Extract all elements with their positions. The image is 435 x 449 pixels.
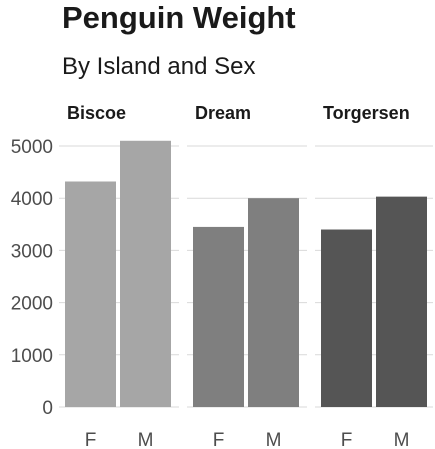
- facet-label-torgersen: Torgersen: [323, 103, 410, 123]
- bar-dream-m: [248, 198, 299, 407]
- y-tick-label: 1000: [11, 346, 53, 367]
- x-tick-label: F: [341, 430, 353, 449]
- bar-torgersen-f: [321, 229, 372, 407]
- bar-dream-f: [193, 226, 244, 407]
- bars: [65, 140, 427, 407]
- y-tick-label: 3000: [11, 241, 53, 262]
- facet-labels: Biscoe Dream Torgersen: [67, 103, 410, 123]
- bar-biscoe-f: [65, 181, 116, 407]
- bar-biscoe-m: [120, 140, 171, 407]
- facet-label-dream: Dream: [195, 103, 251, 123]
- x-tick-label: F: [213, 430, 225, 449]
- y-axis-ticks: 0 1000 2000 3000 4000 5000: [11, 137, 53, 419]
- chart-title: Penguin Weight: [62, 0, 296, 35]
- y-tick-label: 4000: [11, 189, 53, 210]
- x-tick-label: M: [138, 430, 154, 449]
- y-tick-label: 2000: [11, 294, 53, 315]
- bar-torgersen-m: [376, 196, 427, 407]
- y-tick-label: 0: [42, 398, 53, 419]
- x-tick-label: M: [266, 430, 282, 449]
- x-tick-label: F: [85, 430, 97, 449]
- chart-subtitle: By Island and Sex: [62, 53, 256, 80]
- facet-label-biscoe: Biscoe: [67, 103, 126, 123]
- y-tick-label: 5000: [11, 137, 53, 158]
- x-tick-label: M: [394, 430, 410, 449]
